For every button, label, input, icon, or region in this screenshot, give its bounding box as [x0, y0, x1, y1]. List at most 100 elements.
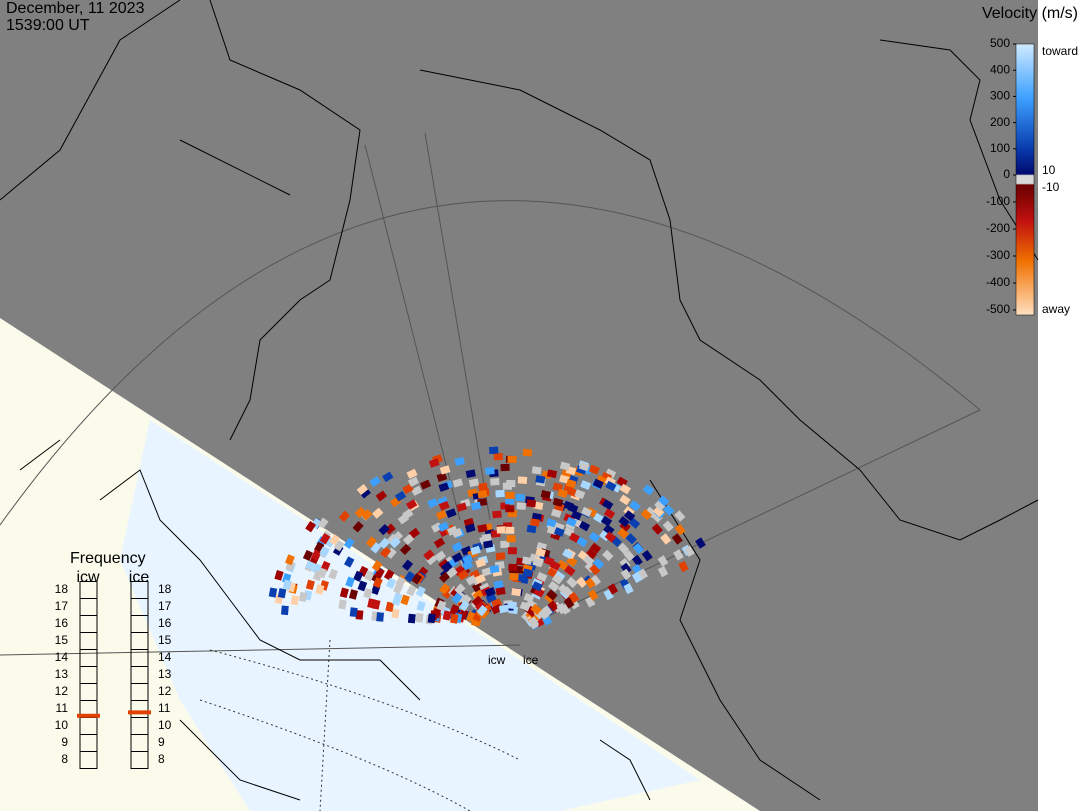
radar-cell — [475, 558, 487, 568]
radar-cell — [605, 480, 617, 492]
radar-cell — [657, 565, 669, 578]
radar-cell — [415, 585, 426, 598]
radar-cell — [436, 472, 448, 482]
radar-cell — [328, 568, 339, 580]
frequency-title: Frequency — [70, 550, 146, 567]
radar-cell — [549, 560, 561, 571]
radar-cell — [563, 597, 575, 609]
radar-cell — [521, 556, 533, 565]
radar-cell — [568, 532, 581, 543]
frequency-tick-label: 16 — [55, 616, 69, 630]
radar-cell — [529, 518, 540, 527]
frequency-tick-label: 14 — [55, 650, 69, 664]
radar-cell — [363, 588, 373, 599]
radar-cell — [456, 502, 468, 512]
radar-cell — [359, 487, 371, 499]
radar-cell — [566, 576, 578, 589]
radar-cell — [516, 502, 526, 510]
radar-cell — [556, 603, 568, 615]
radar-cell — [671, 533, 683, 545]
radar-cell — [407, 613, 416, 624]
radar-cell — [420, 479, 432, 490]
radar-cell — [495, 552, 506, 561]
radar-cell — [483, 539, 494, 549]
radar-cell — [625, 533, 637, 545]
radar-cell — [370, 542, 382, 554]
frequency-tick-label: 15 — [158, 633, 172, 647]
radar-cell — [411, 573, 423, 585]
radar-cell — [317, 517, 329, 529]
radar-cell — [349, 607, 358, 618]
radar-cell — [604, 531, 617, 543]
radar-cell — [508, 563, 518, 572]
frequency-tick-label: 11 — [56, 701, 69, 715]
radar-cell — [311, 549, 322, 561]
radar-cell — [319, 546, 330, 558]
velocity-tick-label: 300 — [990, 89, 1010, 103]
radar-cell — [553, 527, 565, 537]
radar-cell — [371, 560, 383, 572]
radar-cell — [578, 461, 590, 472]
radar-cell — [535, 475, 546, 484]
radar-cell — [654, 499, 666, 512]
frequency-tick-label: 17 — [55, 599, 69, 613]
radar-cell — [588, 531, 601, 543]
radar-cell — [369, 476, 381, 487]
radar-cell — [509, 572, 519, 581]
radar-cell — [442, 610, 452, 621]
radar-cell — [415, 612, 424, 623]
radar-cell — [620, 568, 632, 581]
radar-cell — [589, 574, 602, 587]
date: December, 11 2023 — [6, 0, 145, 17]
radar-cell — [357, 580, 368, 592]
velocity-tick-label: 400 — [990, 62, 1010, 76]
radar-cell — [402, 508, 414, 520]
radar-cell — [462, 560, 474, 571]
radar-cell — [454, 457, 465, 466]
radar-cell — [489, 564, 500, 574]
radar-cell — [511, 588, 522, 597]
radar-cell — [493, 580, 504, 589]
radar-cell — [505, 526, 515, 534]
radar-cell — [651, 523, 663, 535]
radar-cell — [477, 489, 488, 499]
radar-cell — [528, 618, 539, 630]
radar-cell — [629, 500, 641, 512]
radar-cell — [338, 510, 351, 523]
radar-cell — [352, 521, 364, 533]
frequency-tick-label: 17 — [158, 599, 172, 613]
radar-cell — [632, 542, 644, 555]
radar-cell — [582, 554, 595, 566]
radar-cell — [556, 559, 569, 571]
radar-cell — [585, 596, 596, 608]
day-grid — [199, 639, 521, 811]
frequency-tick-label: 12 — [158, 684, 172, 698]
radar-cell — [399, 543, 412, 556]
radar-cell — [585, 548, 598, 560]
radar-cell — [374, 567, 385, 579]
radar-cell — [541, 605, 553, 617]
radar-cell — [441, 587, 453, 599]
radar-cell — [402, 559, 414, 571]
radar-cell — [406, 585, 417, 597]
radar-cell — [312, 570, 323, 582]
frequency-tick-label: 15 — [55, 633, 69, 647]
radar-cell — [565, 517, 577, 527]
radar-cell — [315, 584, 325, 595]
frequency-tick-label: 10 — [55, 718, 69, 732]
radar-cell — [603, 508, 616, 520]
radar-cell — [348, 589, 359, 600]
velocity-tick-label: -100 — [986, 194, 1010, 208]
radar-cell — [540, 490, 551, 499]
radar-cell — [451, 552, 464, 563]
radar-cell — [535, 547, 546, 558]
radar-cell — [465, 574, 478, 586]
radar-cell — [319, 533, 331, 545]
radar-cell — [345, 576, 355, 588]
radar-cell — [637, 568, 649, 580]
radar-cell — [394, 490, 407, 502]
radar-cell — [277, 588, 287, 599]
radar-cell — [619, 494, 631, 506]
radar-cell — [281, 605, 289, 616]
radar-cell — [576, 536, 588, 548]
